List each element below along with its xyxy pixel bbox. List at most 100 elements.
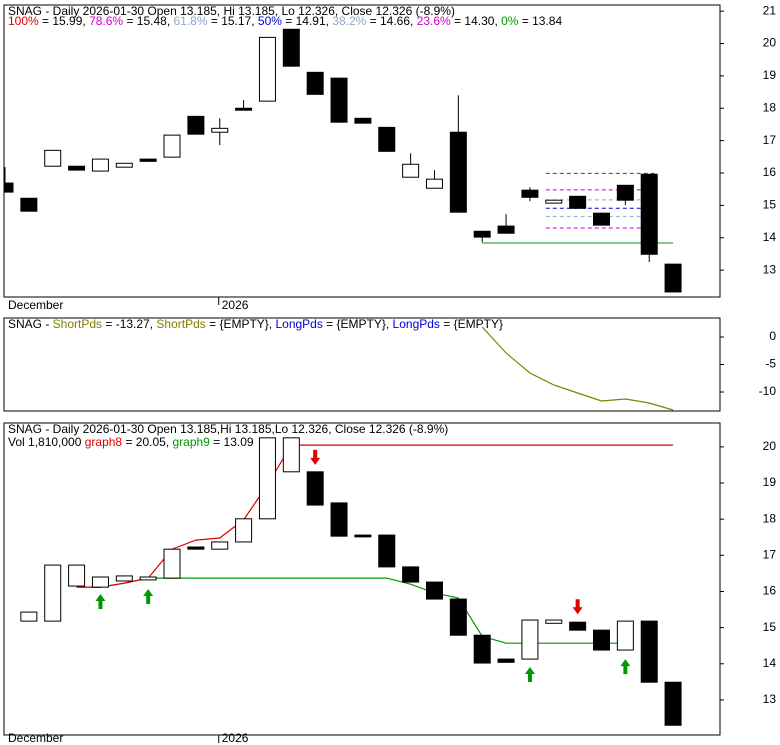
candle-body xyxy=(306,471,324,506)
fib-label: 38.2% xyxy=(332,14,366,28)
signal-arrow xyxy=(524,667,535,683)
fib-label: 50% xyxy=(258,14,282,28)
legend-label: ShortPds xyxy=(156,317,205,331)
panel-frame xyxy=(3,422,721,736)
y-tick-label: 20 xyxy=(763,36,777,50)
fib-value: = 13.84 xyxy=(518,14,562,28)
candle-body xyxy=(4,182,14,193)
candle-body xyxy=(497,225,515,234)
panel-frame xyxy=(3,4,721,298)
candle-body xyxy=(91,576,109,588)
fib-value: = 15.48, xyxy=(123,14,173,28)
candle-body xyxy=(330,77,348,123)
y-tick-label: 14 xyxy=(763,230,777,244)
legend-label: ShortPds xyxy=(53,317,102,331)
candle-body xyxy=(640,173,658,255)
plot-area xyxy=(481,326,674,411)
candle-body xyxy=(473,230,491,238)
candle-body xyxy=(282,437,300,473)
candle-body xyxy=(211,541,229,550)
candle-body xyxy=(569,195,587,209)
candle-body xyxy=(473,634,491,664)
legend-label: graph9 xyxy=(172,435,210,449)
fib-value: = 15.17, xyxy=(208,14,258,28)
candle-body xyxy=(330,502,348,537)
candle-body xyxy=(211,127,229,133)
chart-title: SNAG - ShortPds = -13.27, ShortPds = {EM… xyxy=(8,317,503,331)
legend-value: = {EMPTY} xyxy=(440,317,503,331)
legend-value: = 20.05, xyxy=(122,435,172,449)
y-tick-label: 16 xyxy=(763,584,777,598)
candle-body xyxy=(497,658,515,663)
signal-arrow xyxy=(620,659,631,675)
legend-value: = {EMPTY}, xyxy=(323,317,393,331)
series-line xyxy=(76,444,674,588)
candle-body xyxy=(378,126,396,152)
legend-label: LongPds xyxy=(393,317,440,331)
fib-label: 0% xyxy=(501,14,519,28)
legend-value: = 13.09 xyxy=(210,435,254,449)
fib-label: 100% xyxy=(8,14,39,28)
y-tick-label: 13 xyxy=(763,262,777,276)
fib-label: 23.6% xyxy=(417,14,451,28)
candle-body xyxy=(258,437,276,520)
y-tick-label: 17 xyxy=(763,547,777,561)
chart-title: SNAG - Daily 2026-01-30 Open 13.185,Hi 1… xyxy=(8,422,448,436)
candle-body xyxy=(20,197,38,212)
candle-body xyxy=(235,518,253,543)
x-tick-label: December xyxy=(8,731,63,745)
fib-label: 78.6% xyxy=(89,14,123,28)
candle-body xyxy=(402,566,420,583)
candle-body xyxy=(545,199,563,204)
y-tick-label: 18 xyxy=(763,100,777,114)
series-line xyxy=(481,326,674,411)
y-tick-label: 19 xyxy=(763,68,777,82)
y-tick-label: 14 xyxy=(763,656,777,670)
candle-body xyxy=(68,165,86,171)
candle-body xyxy=(20,611,38,622)
candle-body xyxy=(616,620,634,651)
candle-body xyxy=(115,575,133,582)
title-text: SNAG - Daily 2026-01-30 Open 13.185, Hi … xyxy=(8,4,455,18)
candle-body xyxy=(616,184,634,201)
candle-body xyxy=(44,564,62,622)
candle-body xyxy=(44,149,62,167)
y-tick-label: 19 xyxy=(763,475,777,489)
fib-label: 61.8% xyxy=(173,14,207,28)
candle-body xyxy=(163,548,181,579)
legend-value: = {EMPTY}, xyxy=(206,317,276,331)
plot-area xyxy=(20,437,682,726)
candle-body xyxy=(187,115,205,135)
candle-body xyxy=(306,71,324,95)
candle-body xyxy=(68,564,86,587)
title-text: SNAG - Daily 2026-01-30 Open 13.185,Hi 1… xyxy=(8,422,448,436)
signal-arrow xyxy=(95,594,106,610)
y-tick-label: 13 xyxy=(763,692,777,706)
y-tick-label: 15 xyxy=(763,198,777,212)
y-tick-label: 17 xyxy=(763,133,777,147)
candle-body xyxy=(425,581,443,600)
candle-body xyxy=(163,134,181,158)
candle-body xyxy=(354,117,372,124)
candle-body xyxy=(354,534,372,538)
candle-body xyxy=(449,598,467,636)
candle-body xyxy=(569,621,587,631)
candle-body xyxy=(449,131,467,213)
candle-body xyxy=(378,534,396,568)
y-tick-label: 21 xyxy=(763,3,777,17)
signal-arrow xyxy=(310,449,321,465)
legend-label: LongPds xyxy=(275,317,322,331)
candle-body xyxy=(425,178,443,189)
panel-frame xyxy=(3,317,721,412)
signal-arrow xyxy=(572,599,583,615)
signal-arrow xyxy=(143,588,154,604)
candle-body xyxy=(187,546,205,550)
candle-body xyxy=(640,620,658,683)
plot-area xyxy=(4,28,682,293)
x-tick-label: 2026 xyxy=(222,731,249,745)
y-tick-label: -5 xyxy=(765,357,776,371)
candle-body xyxy=(593,629,610,651)
candle-body xyxy=(139,576,157,581)
candle-body xyxy=(115,162,133,168)
